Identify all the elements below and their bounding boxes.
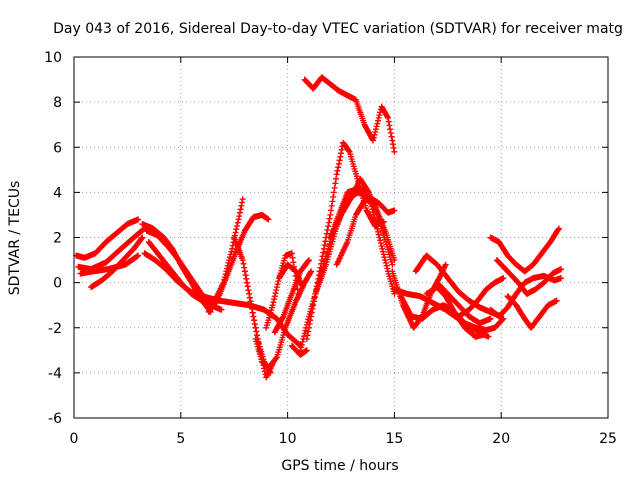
series-20 (303, 139, 387, 342)
series-23-points (333, 193, 398, 268)
series-30 (434, 279, 494, 327)
series-29 (423, 284, 507, 333)
series-14 (252, 268, 315, 372)
grid (74, 57, 608, 418)
series-4-points (88, 234, 146, 291)
series-8 (141, 250, 212, 306)
data-marks (73, 74, 564, 381)
y-tick-label: 10 (44, 50, 62, 66)
series-20-points (303, 139, 387, 342)
x-tick-label: 20 (492, 431, 510, 447)
series-14-points (252, 268, 315, 372)
series-30-points (434, 279, 494, 327)
axis-ticks (73, 56, 609, 419)
y-tick-label: 6 (53, 140, 62, 156)
series-18 (288, 342, 310, 358)
series-31 (455, 275, 507, 320)
series-35 (487, 272, 564, 320)
y-tick-label: -6 (48, 411, 62, 427)
x-tick-label: 0 (70, 431, 79, 447)
x-tick-label: 25 (599, 431, 617, 447)
y-tick-label: 0 (53, 276, 62, 292)
series-17 (276, 261, 306, 291)
series-17-points (276, 261, 306, 291)
y-tick-label: 8 (53, 95, 62, 111)
series-32 (487, 225, 562, 275)
chart-title: Day 043 of 2016, Sidereal Day-to-day VTE… (53, 21, 623, 37)
series-18-points (288, 342, 310, 358)
series-1-points (73, 216, 142, 261)
y-axis-label: SDTVAR / TECUs (7, 181, 23, 296)
y-tick-label: -2 (48, 321, 62, 337)
series-24-points (301, 74, 398, 155)
x-tick-label: 15 (385, 431, 403, 447)
series-8-points (141, 250, 212, 306)
series-32-points (487, 225, 562, 275)
series-29-points (423, 284, 507, 333)
y-tick-label: 4 (53, 185, 62, 201)
series-24 (301, 74, 398, 155)
y-tick-label: 2 (53, 231, 62, 247)
series-23 (333, 193, 398, 268)
x-tick-label: 10 (279, 431, 297, 447)
series-35-points (487, 272, 564, 320)
y-tick-label: -4 (48, 366, 62, 382)
x-tick-labels: 0 5 10 15 20 25 (70, 431, 617, 447)
series-4 (88, 234, 146, 291)
x-axis-label: GPS time / hours (281, 458, 398, 474)
series-31-points (455, 275, 507, 320)
x-tick-label: 5 (176, 431, 185, 447)
y-tick-labels: -6 -4 -2 0 2 4 6 8 10 (44, 50, 62, 427)
series-1 (73, 216, 142, 261)
